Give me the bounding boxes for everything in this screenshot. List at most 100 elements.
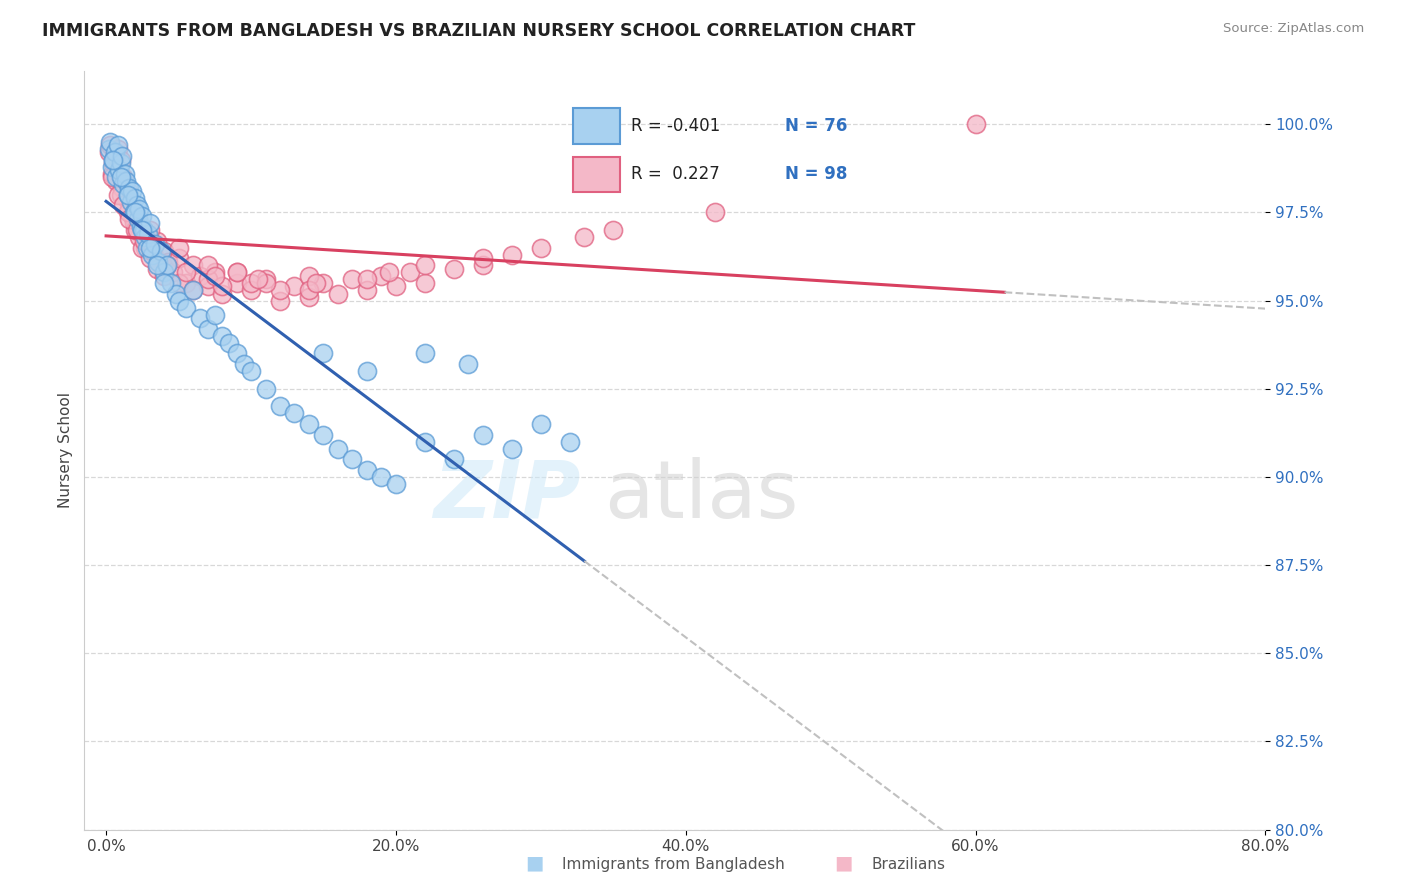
- Point: [118, 202, 141, 216]
- Point: [471, 252, 494, 266]
- Point: [413, 434, 436, 449]
- Point: [197, 322, 219, 336]
- Point: [312, 427, 335, 442]
- Point: [197, 258, 219, 272]
- Text: ■: ■: [524, 854, 544, 872]
- Text: Source: ZipAtlas.com: Source: ZipAtlas.com: [1223, 22, 1364, 36]
- Point: [124, 191, 146, 205]
- Y-axis label: Nursery School: Nursery School: [58, 392, 73, 508]
- Point: [356, 463, 378, 477]
- Text: Brazilians: Brazilians: [872, 857, 946, 872]
- Point: [283, 406, 305, 420]
- Point: [471, 427, 494, 442]
- Point: [150, 244, 173, 259]
- Point: [254, 382, 277, 396]
- Point: [146, 261, 169, 276]
- Point: [98, 145, 121, 160]
- Point: [112, 198, 135, 212]
- Point: [138, 252, 160, 266]
- Point: [110, 170, 132, 185]
- Point: [356, 364, 378, 378]
- Text: ■: ■: [834, 854, 853, 872]
- Point: [117, 205, 139, 219]
- Point: [125, 198, 148, 212]
- Point: [167, 252, 190, 266]
- Point: [118, 212, 141, 227]
- Point: [197, 279, 219, 293]
- Point: [269, 400, 291, 414]
- Point: [146, 258, 169, 272]
- Point: [127, 212, 149, 227]
- Point: [145, 237, 167, 252]
- Bar: [574, 157, 620, 193]
- Point: [125, 223, 148, 237]
- Point: [312, 276, 335, 290]
- Point: [501, 442, 523, 456]
- Point: [385, 477, 408, 491]
- Point: [211, 286, 233, 301]
- Point: [298, 290, 321, 304]
- Point: [165, 286, 187, 301]
- Point: [131, 241, 153, 255]
- Point: [107, 187, 129, 202]
- Point: [128, 230, 150, 244]
- Point: [326, 286, 349, 301]
- Point: [413, 276, 436, 290]
- Point: [298, 283, 321, 297]
- Point: [146, 234, 169, 248]
- Point: [101, 167, 124, 181]
- Point: [118, 180, 141, 194]
- Point: [134, 230, 156, 244]
- Point: [471, 258, 494, 272]
- Point: [385, 279, 408, 293]
- Point: [127, 212, 149, 227]
- Point: [413, 346, 436, 360]
- Text: atlas: atlas: [605, 457, 799, 535]
- Point: [254, 276, 277, 290]
- Point: [240, 276, 263, 290]
- Point: [342, 452, 364, 467]
- Point: [124, 205, 146, 219]
- Point: [103, 153, 125, 167]
- Point: [103, 156, 125, 170]
- Point: [558, 434, 581, 449]
- Point: [107, 138, 129, 153]
- Point: [602, 223, 624, 237]
- Text: N = 76: N = 76: [785, 117, 846, 135]
- Point: [312, 346, 335, 360]
- Point: [124, 205, 146, 219]
- Point: [111, 149, 134, 163]
- Point: [120, 194, 142, 209]
- Point: [100, 138, 122, 153]
- Bar: [574, 108, 620, 145]
- Point: [160, 276, 183, 290]
- Point: [107, 142, 129, 156]
- Point: [356, 283, 378, 297]
- Point: [965, 117, 987, 131]
- Point: [167, 293, 190, 308]
- Point: [218, 335, 240, 350]
- Point: [114, 178, 136, 192]
- Point: [225, 265, 247, 279]
- Point: [181, 258, 204, 272]
- Point: [156, 258, 179, 272]
- Point: [167, 241, 190, 255]
- Point: [128, 202, 150, 216]
- Point: [105, 174, 128, 188]
- Point: [120, 194, 142, 209]
- Point: [156, 258, 179, 272]
- Point: [326, 442, 349, 456]
- Point: [162, 265, 184, 279]
- Point: [174, 265, 197, 279]
- Point: [157, 254, 180, 268]
- Point: [124, 223, 146, 237]
- Point: [139, 237, 162, 252]
- Point: [101, 160, 124, 174]
- Point: [132, 223, 155, 237]
- Point: [121, 209, 143, 223]
- Point: [117, 187, 139, 202]
- Point: [111, 180, 134, 194]
- Text: R = -0.401: R = -0.401: [630, 117, 720, 135]
- Point: [269, 293, 291, 308]
- Point: [153, 268, 176, 283]
